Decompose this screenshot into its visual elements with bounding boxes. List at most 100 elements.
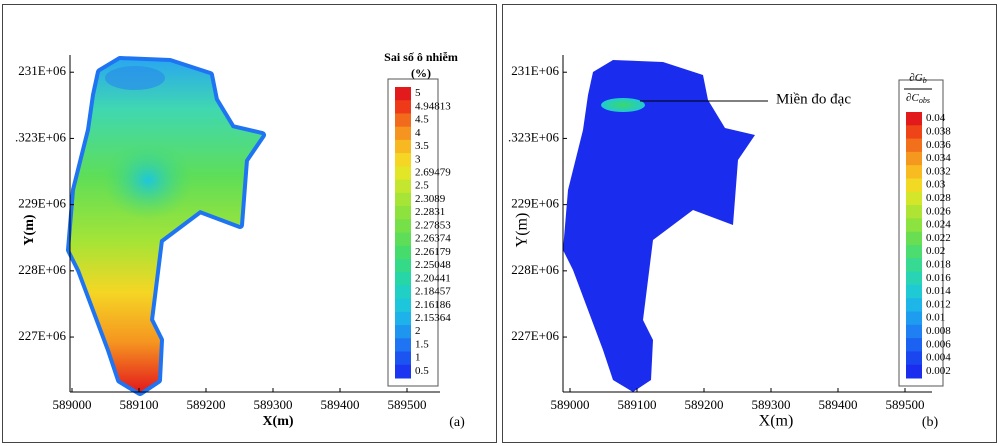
legend-label: 0.01 <box>926 312 945 324</box>
x-tick-label: 589400 <box>819 397 858 412</box>
legend-swatch <box>395 285 411 300</box>
legend-swatch <box>906 311 922 326</box>
y-tick-label: 229E+06 <box>511 196 559 211</box>
legend-label: 0.006 <box>926 338 951 350</box>
legend-title-sub: obs <box>919 96 930 105</box>
legend-swatch <box>906 138 922 153</box>
legend-label: 2.26374 <box>415 233 451 245</box>
legend-label: 3.5 <box>415 140 429 152</box>
legend-swatch <box>395 139 411 154</box>
legend-label: 2.3089 <box>415 193 446 205</box>
legend-swatch <box>395 166 411 181</box>
legend-swatch <box>395 219 411 233</box>
x-tick-label: 589300 <box>254 397 293 412</box>
legend-label: 2.26179 <box>415 246 451 258</box>
x-axis-label: X(m) <box>759 413 794 430</box>
legend-label: 0.034 <box>926 152 951 164</box>
legend-label: 0.022 <box>926 232 951 244</box>
legend-swatch <box>395 153 411 167</box>
legend-swatch <box>395 272 411 286</box>
legend-label: 2.15364 <box>415 312 451 324</box>
legend-label: 1.5 <box>415 338 429 350</box>
legend-swatch <box>395 179 411 194</box>
x-tick-label: 589100 <box>120 397 159 412</box>
legend-swatch <box>395 338 411 353</box>
x-tick-label: 589000 <box>551 397 590 412</box>
y-tick-label: 228E+06 <box>511 262 559 277</box>
legend-swatch <box>395 364 411 379</box>
x-tick-label: 589000 <box>53 397 92 412</box>
legend-label: 0.024 <box>926 219 951 231</box>
annotation: Miền đo đạc <box>776 91 851 107</box>
legend-label: 0.016 <box>926 272 951 284</box>
legend-swatch <box>906 165 922 179</box>
legend-swatch <box>395 126 411 141</box>
legend-title-sub: b <box>923 76 927 85</box>
y-tick-label: 227E+06 <box>511 328 559 343</box>
y-axis-label: Y(m) <box>514 213 531 248</box>
legend-swatch <box>395 298 411 313</box>
x-tick-label: 589400 <box>321 397 360 412</box>
contour-field <box>70 60 262 392</box>
legend-label: 2.20441 <box>415 272 451 284</box>
legend-label: 2.18457 <box>415 286 451 298</box>
contour-spot <box>103 140 193 220</box>
contour-spot <box>601 98 645 112</box>
legend-label: 2.2831 <box>415 206 445 218</box>
legend-label: 0.5 <box>415 365 429 377</box>
legend-swatch <box>906 245 922 259</box>
legend-swatch <box>906 112 922 126</box>
legend-label: 0.008 <box>926 325 951 337</box>
legend-swatch <box>906 324 922 339</box>
legend-swatch <box>395 232 411 247</box>
panel-label: (a) <box>449 415 465 430</box>
legend-label: 0.028 <box>926 192 951 204</box>
legend-label: 0.018 <box>926 258 951 270</box>
legend-title: ∂Cobs <box>906 92 930 105</box>
legend-label: 4.94813 <box>415 100 451 112</box>
contour-spot <box>105 66 165 90</box>
legend-swatch <box>906 191 922 206</box>
legend-swatch <box>906 351 922 366</box>
y-tick-label: .323E+06 <box>508 129 560 144</box>
panel-label: (b) <box>922 415 939 430</box>
legend-label: 0.014 <box>926 285 951 297</box>
legend-swatch <box>395 351 411 366</box>
legend-swatch <box>395 311 411 326</box>
legend-swatch <box>395 113 411 128</box>
legend-label: 2.27853 <box>415 219 451 231</box>
legend-label: 0.02 <box>926 245 945 257</box>
legend-label: 2.69479 <box>415 167 451 179</box>
legend-label: 1 <box>415 352 421 364</box>
legend-title: ∂Gb <box>909 72 926 85</box>
legend-label: 3 <box>415 153 421 165</box>
legend-swatch <box>906 125 922 140</box>
x-tick-label: 589500 <box>886 397 925 412</box>
y-tick-label: 231E+06 <box>18 63 66 78</box>
legend-swatch <box>395 258 411 273</box>
y-axis-label: Y(m) <box>22 214 37 245</box>
legend-label: 0.04 <box>926 112 946 124</box>
legend-title-part: ∂G <box>909 72 922 84</box>
legend-swatch <box>395 206 411 220</box>
legend-label: 0.032 <box>926 165 951 177</box>
legend-swatch <box>395 245 411 260</box>
legend-label: 2.16186 <box>415 299 451 311</box>
x-tick-label: 589200 <box>187 397 226 412</box>
legend-swatch <box>906 205 922 219</box>
legend-label: 5 <box>415 87 421 99</box>
legend-swatch <box>395 100 411 114</box>
legend-swatch <box>906 151 922 166</box>
y-tick-label: .323E+06 <box>15 129 67 144</box>
legend-swatch <box>906 284 922 299</box>
legend-label: 0.012 <box>926 298 951 310</box>
legend-swatch <box>906 178 922 193</box>
legend-swatch <box>906 271 922 286</box>
panel-frame <box>2 4 497 443</box>
legend-swatch <box>906 258 922 273</box>
y-tick-label: 227E+06 <box>18 328 66 343</box>
legend-swatch <box>906 231 922 246</box>
legend-label: 2.25048 <box>415 259 451 271</box>
x-tick-label: 589500 <box>388 397 427 412</box>
